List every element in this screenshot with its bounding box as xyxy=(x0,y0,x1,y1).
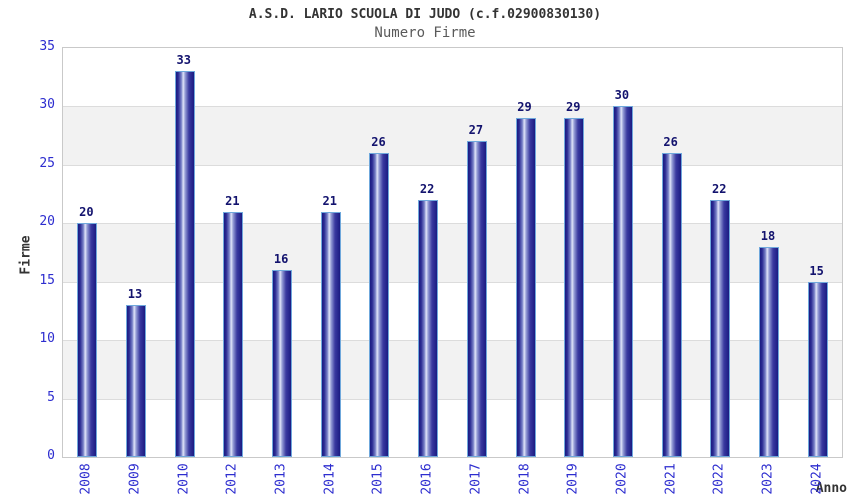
bar-value-label: 20 xyxy=(79,205,94,220)
bar-value-label: 15 xyxy=(809,263,824,278)
bar xyxy=(174,71,195,457)
bar xyxy=(807,281,828,457)
bar-value-label: 29 xyxy=(565,100,581,115)
bar xyxy=(418,199,439,457)
bar xyxy=(758,246,779,457)
bar-value-label: 13 xyxy=(127,287,143,302)
x-tick-label-text: 2014 xyxy=(322,463,338,495)
y-tick-label: 30 xyxy=(39,97,55,113)
x-tick-label-text: 2018 xyxy=(517,463,533,495)
bar-value-label: 21 xyxy=(225,193,240,208)
x-tick-label-text: 2012 xyxy=(224,463,240,495)
y-tick-label: 35 xyxy=(39,39,55,54)
x-tick-label-text: 2010 xyxy=(176,463,192,495)
x-tick-label-text: 2009 xyxy=(127,463,143,495)
y-tick-label: 5 xyxy=(47,389,55,405)
x-tick-label-text: 2023 xyxy=(760,463,776,495)
bar xyxy=(272,270,293,457)
gridline xyxy=(63,398,842,400)
bar-value-label: 26 xyxy=(371,135,386,150)
x-tick-label-text: 2013 xyxy=(273,463,289,495)
y-tick-label: 0 xyxy=(47,448,55,463)
bar xyxy=(515,118,536,457)
y-tick-label: 25 xyxy=(39,155,55,171)
x-tick-label-text: 2020 xyxy=(614,463,630,495)
bar-value-label: 16 xyxy=(273,252,289,267)
chart-title: A.S.D. LARIO SCUOLA DI JUDO (c.f.0290083… xyxy=(248,7,602,22)
bar xyxy=(466,141,487,457)
gridline xyxy=(63,223,842,225)
bar xyxy=(320,211,341,457)
bar-value-label: 26 xyxy=(663,135,678,150)
x-tick-label-text: 2019 xyxy=(565,463,581,495)
bar xyxy=(126,305,147,457)
bar xyxy=(710,199,731,457)
bar xyxy=(223,211,244,457)
plot-area xyxy=(62,47,843,458)
bar-value-label: 27 xyxy=(468,123,484,138)
bar xyxy=(612,106,633,457)
y-tick-label: 15 xyxy=(39,272,55,288)
bar xyxy=(661,153,682,457)
chart-subtitle: Numero Firme xyxy=(374,25,476,41)
x-tick-label-text: 2008 xyxy=(78,463,94,495)
gridline xyxy=(63,106,842,108)
y-axis-label-text: Firme xyxy=(18,235,34,275)
bar xyxy=(369,153,390,457)
x-axis-label: Anno xyxy=(815,481,847,496)
x-tick-label-text: 2015 xyxy=(370,463,386,495)
x-tick-label-text: 2016 xyxy=(419,463,435,495)
x-tick-label-text: 2017 xyxy=(468,463,484,495)
y-tick-label: 20 xyxy=(39,214,55,230)
bar-value-label: 22 xyxy=(712,181,727,196)
bar-value-label: 33 xyxy=(176,53,191,68)
x-tick-label-text: 2021 xyxy=(663,463,679,495)
bar-value-label: 22 xyxy=(419,181,435,196)
bar xyxy=(77,223,98,457)
bar-value-label: 30 xyxy=(614,88,630,103)
bar xyxy=(564,118,585,457)
y-tick-label: 10 xyxy=(39,331,55,347)
gridline xyxy=(63,164,842,166)
bar-value-label: 29 xyxy=(517,100,532,115)
bar-value-label: 21 xyxy=(322,193,338,208)
gridline xyxy=(63,340,842,342)
x-tick-label-text: 2022 xyxy=(711,463,727,495)
x-tick-label-text: 2024 xyxy=(809,463,825,495)
bar-value-label: 18 xyxy=(760,228,776,243)
gridline xyxy=(63,281,842,283)
